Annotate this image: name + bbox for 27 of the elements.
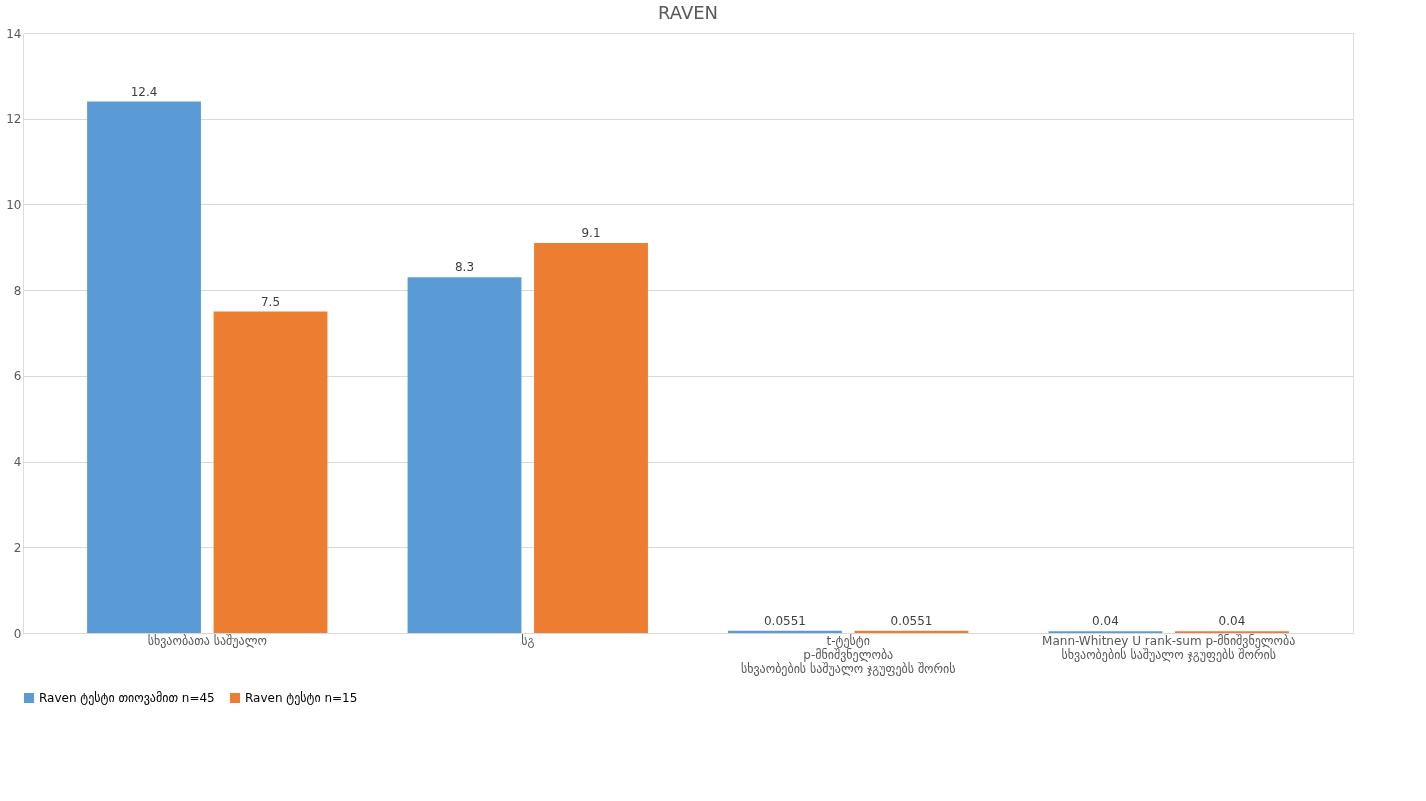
chart-title: RAVEN	[657, 2, 719, 23]
data-label: 8.3	[454, 260, 475, 275]
x-tick-label: სგ	[521, 633, 535, 648]
y-tick-label: 8	[13, 283, 22, 298]
legend-label: Raven ტესტი თიოვამით n=45	[39, 691, 215, 705]
data-label: 7.5	[260, 294, 281, 309]
y-tick-label: 10	[6, 197, 22, 212]
data-label: 12.4	[130, 84, 158, 99]
bar	[87, 101, 201, 633]
y-tick-label: 14	[6, 26, 22, 41]
data-label: 0.0551	[763, 613, 806, 628]
y-tick-label: 6	[13, 369, 22, 384]
y-tick-label: 0	[13, 626, 22, 641]
x-tick-label: სხვაობათა საშუალო	[147, 633, 267, 648]
x-tick-label: Mann-Whitney U rank-sum p-მნიშვნელობა სხვაობების საშუალო ჯგუფებს შორის	[1042, 633, 1296, 662]
data-label: 0.0551	[890, 613, 933, 628]
data-label: 0.04	[1218, 614, 1246, 629]
y-tick-label: 12	[6, 112, 22, 127]
data-label: 9.1	[581, 226, 601, 240]
x-tick-label: t-ტესტი p-მნიშვნელობა სხვაობების საშუალო ჯგუფებს შორის	[740, 633, 956, 676]
bar	[213, 311, 328, 633]
data-label: 0.04	[1092, 614, 1119, 629]
y-tick-label: 4	[13, 455, 22, 470]
bar	[407, 277, 522, 633]
y-tick-label: 2	[13, 540, 22, 555]
bar	[534, 243, 648, 633]
legend-label: Raven ტესტი n=15	[245, 691, 358, 705]
